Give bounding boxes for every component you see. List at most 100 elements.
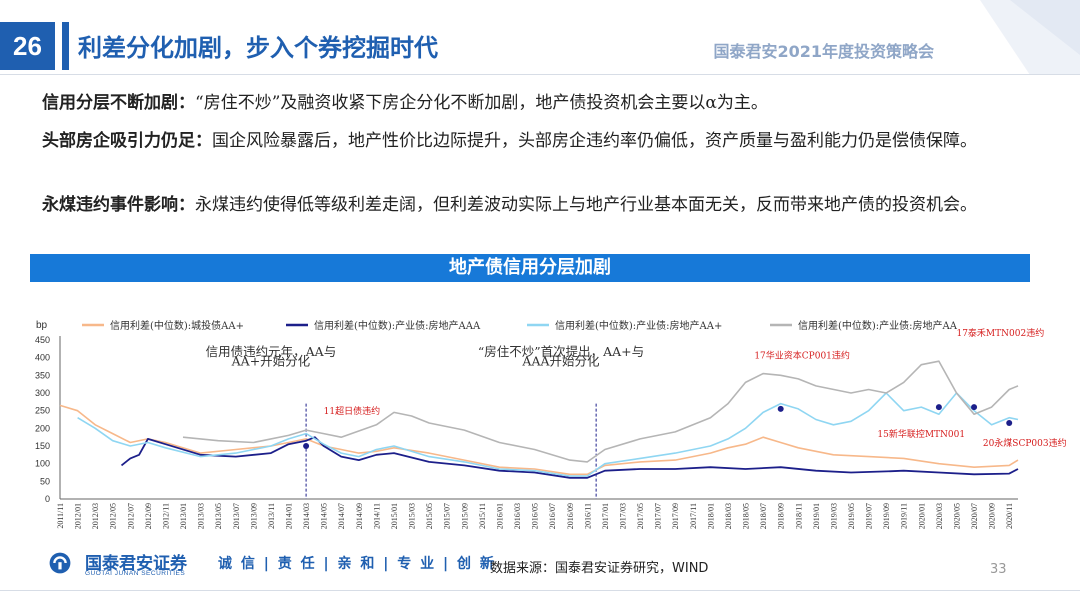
x-tick-label: 2012/11 — [161, 503, 170, 529]
page-title: 利差分化加剧，步入个券挖掘时代 — [78, 34, 438, 62]
x-tick-label: 2020/03 — [935, 503, 944, 529]
x-tick-label: 2017/05 — [636, 503, 645, 529]
x-tick-label: 2015/11 — [478, 503, 487, 529]
event-point — [935, 404, 942, 411]
legend-entry-2: 信用利差(中位数):产业债:房地产AAA — [314, 319, 481, 332]
paragraph-1-label: 信用分层不断加剧： — [42, 93, 195, 113]
footer-divider — [0, 590, 1080, 591]
company-name: 国泰君安证券 — [85, 554, 187, 574]
title-accent-bar — [62, 22, 69, 70]
y-tick-label: 400 — [35, 353, 50, 363]
x-tick-label: 2013/11 — [267, 503, 276, 529]
event-point — [777, 405, 784, 412]
x-tick-label: 2020/11 — [1005, 503, 1014, 529]
x-tick-label: 2014/05 — [320, 503, 329, 529]
x-tick-label: 2018/11 — [794, 503, 803, 529]
x-tick-label: 2013/01 — [179, 503, 188, 529]
y-axis-label: bp — [36, 320, 48, 331]
x-tick-label: 2014/09 — [355, 503, 364, 529]
x-tick-label: 2019/05 — [847, 503, 856, 529]
x-tick-label: 2020/09 — [988, 503, 997, 529]
x-tick-label: 2012/09 — [144, 503, 153, 529]
x-tick-label: 2012/07 — [126, 503, 135, 529]
header-divider — [0, 74, 1080, 75]
event-annotation: 11超日债违约 — [324, 405, 380, 417]
x-tick-label: 2017/07 — [654, 503, 663, 529]
series-line-2 — [120, 436, 1019, 479]
x-tick-label: 2020/05 — [952, 503, 961, 529]
x-tick-label: 2017/01 — [601, 503, 610, 529]
paragraph-3: 永煤违约事件影响：永煤违约使得低等级利差走阔，但利差波动实际上与地产行业基本面无… — [42, 192, 1032, 218]
x-tick-label: 2015/09 — [460, 503, 469, 529]
x-tick-label: 2016/03 — [513, 503, 522, 529]
x-tick-label: 2019/11 — [900, 503, 909, 529]
x-tick-label: 2016/09 — [566, 503, 575, 529]
x-tick-label: 2019/07 — [865, 503, 874, 529]
y-tick-label: 50 — [40, 476, 50, 486]
series-line-4 — [182, 360, 1019, 463]
event-annotation: 20永煤SCP003违约 — [983, 437, 1067, 449]
x-tick-label: 2020/07 — [970, 503, 979, 529]
chart-banner: 地产债信用分层加剧 — [30, 254, 1030, 282]
x-tick-label: 2015/05 — [425, 503, 434, 529]
event-annotation: 17泰禾MTN002违约 — [956, 327, 1044, 339]
paragraph-3-text: 永煤违约使得低等级利差走阔，但利差波动实际上与地产行业基本面无关，反而带来地产债… — [195, 195, 977, 215]
paragraph-2-label: 头部房企吸引力仍足： — [42, 131, 212, 151]
y-tick-label: 250 — [35, 406, 50, 416]
series-line-1 — [59, 404, 1019, 476]
x-tick-label: 2019/01 — [812, 503, 821, 529]
x-tick-label: 2012/05 — [109, 503, 118, 529]
y-tick-label: 150 — [35, 441, 50, 451]
x-tick-label: 2013/03 — [197, 503, 206, 529]
y-tick-label: 0 — [45, 494, 50, 504]
x-tick-label: 2015/03 — [408, 503, 417, 529]
event-annotation: 17华业资本CP001违约 — [754, 349, 850, 361]
x-tick-label: 2016/11 — [583, 503, 592, 529]
phase-annotation: “房住不炒”首次提出，AA+与 — [478, 344, 644, 359]
event-annotation: 15新华联控MTN001 — [877, 428, 965, 440]
data-source: 数据来源：国泰君安证券研究，WIND — [490, 561, 709, 576]
x-tick-label: 2018/01 — [706, 503, 715, 529]
x-tick-label: 2019/09 — [882, 503, 891, 529]
x-tick-label: 2014/03 — [302, 503, 311, 529]
x-tick-label: 2017/11 — [689, 503, 698, 529]
x-tick-label: 2018/07 — [759, 503, 768, 529]
credit-spread-chart: bp 0 50 100 150 200 250 300 350 400 450 2011/11 2012… — [35, 319, 1067, 529]
x-tick-label: 2014/07 — [337, 503, 346, 529]
header-decoration — [980, 0, 1080, 75]
legend-entry-3: 信用利差(中位数):产业债:房地产AA+ — [555, 319, 722, 332]
event-point — [303, 443, 310, 449]
y-tick-label: 450 — [35, 335, 50, 345]
page-footer-number: 33 — [990, 562, 1007, 577]
x-tick-label: 2015/07 — [443, 503, 452, 529]
paragraph-1-text: “房住不炒”及融资收紧下房企分化不断加剧，地产债投资机会主要以α为主。 — [195, 93, 768, 113]
x-tick-label: 2018/05 — [742, 503, 751, 529]
x-tick-label: 2018/09 — [777, 503, 786, 529]
page-number-badge: 26 — [0, 22, 55, 70]
series-line-3 — [77, 392, 1019, 477]
y-tick-label: 350 — [35, 370, 50, 380]
x-tick-label: 2014/01 — [285, 503, 294, 529]
x-tick-label: 2015/01 — [390, 503, 399, 529]
x-tick-label: 2018/03 — [724, 503, 733, 529]
company-logo-icon — [49, 552, 71, 574]
paragraph-1: 信用分层不断加剧：“房住不炒”及融资收紧下房企分化不断加剧，地产债投资机会主要以… — [42, 90, 1032, 116]
x-tick-label: 2017/09 — [671, 503, 680, 529]
x-tick-label: 2013/07 — [232, 503, 241, 529]
x-tick-label: 2019/03 — [829, 503, 838, 529]
x-tick-label: 2016/01 — [495, 503, 504, 529]
company-name-en: GUOTAI JUNAN SECURITIES — [85, 570, 186, 577]
conference-name: 国泰君安2021年度投资策略会 — [713, 42, 934, 61]
x-tick-label: 2013/09 — [249, 503, 258, 529]
legend-entry-4: 信用利差(中位数):产业债:房地产AA — [798, 319, 958, 332]
y-tick-label: 300 — [35, 388, 50, 398]
paragraph-2: 头部房企吸引力仍足：国企风险暴露后，地产性价比边际提升，头部房企违约率仍偏低，资… — [42, 128, 1032, 154]
x-tick-label: 2014/11 — [372, 503, 381, 529]
paragraph-3-label: 永煤违约事件影响： — [42, 195, 195, 215]
y-tick-label: 200 — [35, 423, 50, 433]
x-tick-label: 2017/03 — [618, 503, 627, 529]
phase-annotation: 信用债违约元年，AA与 — [206, 344, 337, 359]
y-tick-label: 100 — [35, 459, 50, 469]
phase-annotation: AAA开始分化 — [521, 353, 600, 368]
x-tick-label: 2011/11 — [56, 503, 65, 529]
